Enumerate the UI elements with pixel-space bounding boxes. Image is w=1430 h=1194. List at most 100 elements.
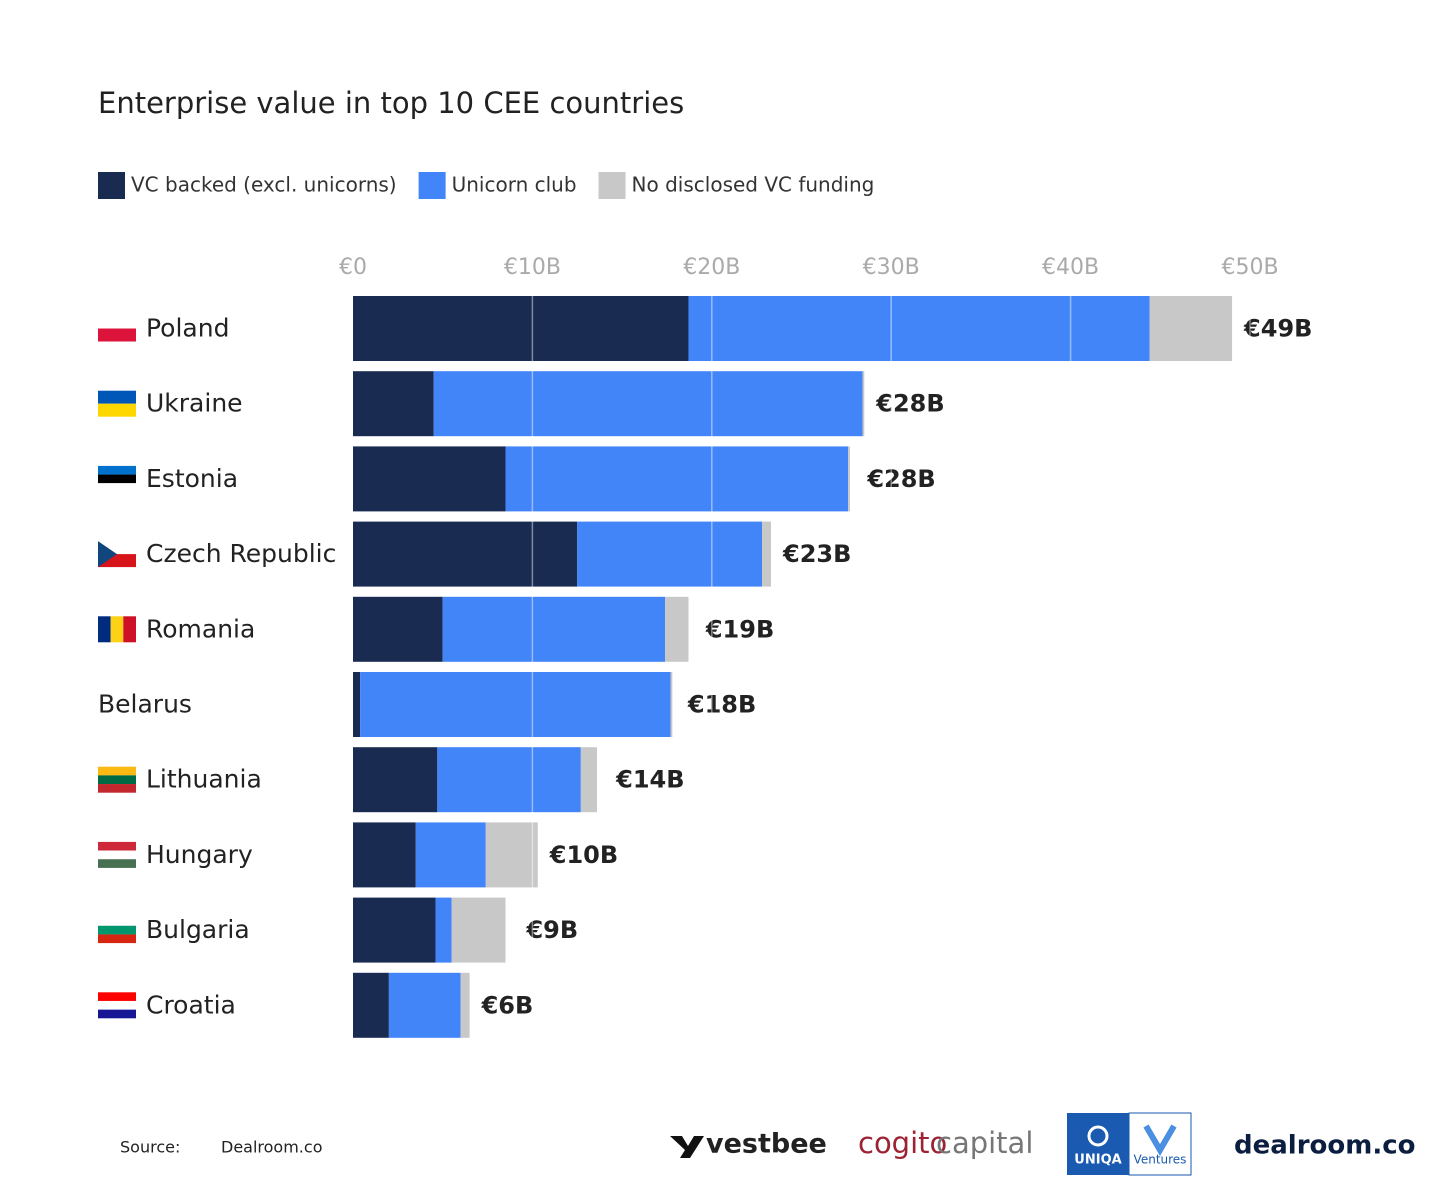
flag [98, 315, 136, 329]
flag [98, 934, 136, 944]
flag [98, 850, 136, 860]
value-label: €6B [481, 991, 534, 1019]
bar-segment [353, 296, 689, 361]
flag [123, 616, 136, 643]
bar-segment [577, 521, 763, 587]
legend-label: Unicorn club [452, 173, 577, 197]
y-tick-label: Romania [146, 614, 255, 643]
bar-segment [451, 897, 506, 963]
flag [98, 925, 136, 935]
bar-segment [485, 822, 538, 888]
flag [110, 616, 124, 643]
bar-segment [353, 672, 361, 737]
x-tick-label: €10B [504, 255, 561, 280]
logo: dealroom.co [1234, 1131, 1416, 1161]
legend-swatch [98, 172, 125, 199]
bar-segment [353, 822, 416, 888]
bar-segment [505, 446, 849, 512]
legend-label: No disclosed VC funding [632, 173, 875, 197]
chart-title: Enterprise value in top 10 CEE countries [98, 86, 684, 120]
bar-segment [848, 446, 850, 512]
flag [98, 483, 136, 492]
bar-segment [388, 972, 461, 1038]
source-label: Source: [120, 1138, 180, 1157]
logo: Ventures [1134, 1153, 1187, 1167]
value-label: €49B [1243, 315, 1312, 343]
x-tick-label: €40B [1042, 255, 1099, 280]
y-tick-label: Ukraine [146, 389, 243, 418]
x-tick-label: €30B [863, 255, 920, 280]
bar-segment [353, 747, 438, 813]
flag [98, 390, 136, 404]
x-tick-label: €20B [683, 255, 740, 280]
value-label: €28B [875, 390, 944, 418]
bar-segment [688, 296, 1150, 361]
bar-segment [665, 596, 689, 662]
x-tick-label: €50B [1221, 255, 1278, 280]
bar-segment [442, 596, 666, 662]
bar-segment [862, 371, 865, 437]
legend-swatch [418, 172, 446, 199]
ventures-box [1128, 1112, 1192, 1176]
value-label: €28B [866, 465, 935, 493]
logo: cogito [858, 1126, 947, 1160]
ventures-icon [1143, 1124, 1177, 1156]
x-tick-label: €0 [339, 255, 367, 280]
legend-swatch [598, 172, 626, 199]
flag [98, 1000, 136, 1010]
bar-segment [353, 897, 436, 963]
flag [98, 775, 136, 785]
footer: Source: Dealroom.co vestbee cogito capit… [120, 1112, 1416, 1176]
legend-label: VC backed (excl. unicorns) [131, 173, 397, 197]
bar-segment [437, 747, 581, 813]
bar-segment [433, 371, 863, 437]
logo: capital [936, 1126, 1033, 1160]
flag [98, 992, 136, 1001]
flag [98, 1009, 136, 1019]
y-tick-label: Bulgaria [146, 915, 250, 944]
flag [98, 859, 136, 868]
logo: vestbee [706, 1129, 827, 1160]
flag [98, 328, 136, 342]
source: Dealroom.co [221, 1138, 322, 1157]
flag [98, 474, 136, 484]
bar-segment [580, 747, 597, 813]
logo: UNIQA [1074, 1153, 1121, 1168]
flag [98, 917, 136, 926]
flag [98, 616, 111, 643]
y-tick-label: Hungary [146, 840, 253, 869]
y-tick-label: Poland [146, 314, 229, 343]
bar-segment [1149, 296, 1233, 361]
bar-segment [670, 672, 673, 737]
value-label: €18B [687, 691, 756, 719]
y-tick-label: Estonia [146, 464, 238, 493]
bar-segment [435, 897, 452, 963]
flag [98, 766, 136, 776]
flag [98, 841, 136, 851]
value-label: €19B [705, 615, 774, 643]
value-label: €14B [615, 766, 684, 794]
y-tick-label: Croatia [146, 990, 236, 1019]
flag [98, 784, 136, 793]
y-tick-label: Czech Republic [146, 539, 336, 568]
bar-segment [460, 972, 470, 1038]
bar-segment [353, 446, 506, 512]
flag [98, 465, 136, 475]
bar-segment [353, 972, 389, 1038]
flag [98, 403, 136, 417]
value-label: €10B [549, 841, 618, 869]
vestbee-icon [670, 1136, 704, 1158]
flag [98, 541, 117, 568]
bar-segment [353, 371, 434, 437]
value-label: €23B [782, 540, 851, 568]
bar-segment [353, 521, 578, 587]
y-tick-label: Belarus [98, 690, 192, 719]
bar-segment [415, 822, 486, 888]
bar-segment [353, 596, 443, 662]
bar-segment [762, 521, 772, 587]
uniqa-icon [1087, 1125, 1109, 1147]
bar-segment [360, 672, 671, 737]
value-label: €9B [525, 916, 578, 944]
y-tick-label: Lithuania [146, 765, 262, 794]
